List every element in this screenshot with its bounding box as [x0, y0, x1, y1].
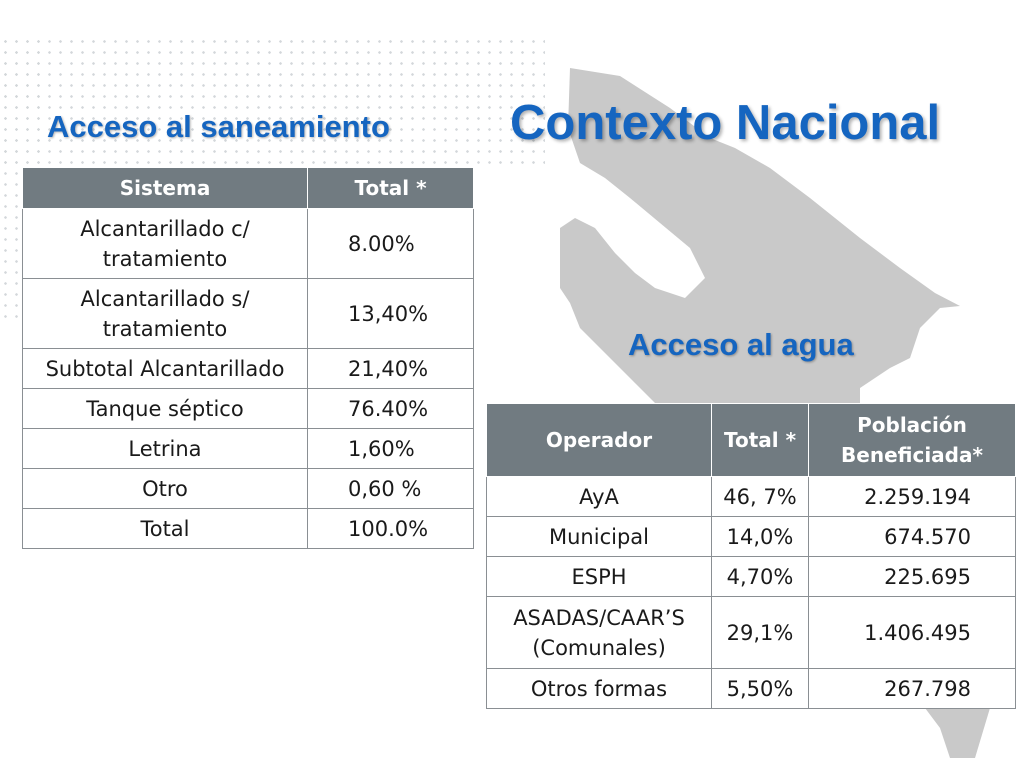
cell-poblacion: 1.406.495: [808, 596, 1016, 669]
cell-total: 100.0%: [307, 508, 474, 549]
column-header-sistema: Sistema: [22, 167, 308, 209]
cell-operador: Municipal: [486, 516, 712, 557]
cell-sistema: Subtotal Alcantarillado: [22, 348, 308, 389]
cell-total: 14,0%: [711, 516, 809, 557]
column-header-total: Total *: [307, 167, 474, 209]
cell-poblacion: 674.570: [808, 516, 1016, 557]
cell-poblacion: 2.259.194: [808, 476, 1016, 517]
cell-sistema: Letrina: [22, 428, 308, 469]
page-title: Contexto Nacional: [510, 96, 941, 150]
dot-pattern-decoration: [0, 36, 545, 166]
cell-sistema: Alcantarillado s/ tratamiento: [22, 278, 308, 349]
cell-total: 13,40%: [307, 278, 474, 349]
water-heading: Acceso al agua: [628, 327, 854, 362]
table-row: Subtotal Alcantarillado 21,40%: [22, 348, 474, 389]
cell-total: 76.40%: [307, 388, 474, 429]
cell-sistema: Total: [22, 508, 308, 549]
cell-poblacion: 267.798: [808, 668, 1016, 709]
column-header-poblacion: Población Beneficiada*: [808, 403, 1016, 477]
cell-operador: AyA: [486, 476, 712, 517]
cell-operador: Otros formas: [486, 668, 712, 709]
table-row: Letrina 1,60%: [22, 428, 474, 469]
column-header-operador: Operador: [486, 403, 712, 477]
table-row: Alcantarillado c/ tratamiento 8.00%: [22, 208, 474, 279]
cell-operador: ASADAS/CAAR’S (Comunales): [486, 596, 712, 669]
cell-total: 29,1%: [711, 596, 809, 669]
cell-sistema: Alcantarillado c/ tratamiento: [22, 208, 308, 279]
cell-poblacion: 225.695: [808, 556, 1016, 597]
table-row: AyA 46, 7% 2.259.194: [486, 476, 1016, 517]
table-header-row: Operador Total * Población Beneficiada*: [486, 403, 1016, 477]
table-row: ASADAS/CAAR’S (Comunales) 29,1% 1.406.49…: [486, 596, 1016, 669]
water-table: Operador Total * Población Beneficiada* …: [486, 403, 1016, 709]
table-row: Tanque séptico 76.40%: [22, 388, 474, 429]
cell-total: 21,40%: [307, 348, 474, 389]
cell-total: 4,70%: [711, 556, 809, 597]
cell-total: 46, 7%: [711, 476, 809, 517]
cell-total: 0,60 %: [307, 468, 474, 509]
cell-total: 1,60%: [307, 428, 474, 469]
table-row: Municipal 14,0% 674.570: [486, 516, 1016, 557]
cell-sistema: Otro: [22, 468, 308, 509]
table-row: Alcantarillado s/ tratamiento 13,40%: [22, 278, 474, 349]
table-row: ESPH 4,70% 225.695: [486, 556, 1016, 597]
table-row: Total 100.0%: [22, 508, 474, 549]
cell-operador: ESPH: [486, 556, 712, 597]
table-row: Otros formas 5,50% 267.798: [486, 668, 1016, 709]
table-row: Otro 0,60 %: [22, 468, 474, 509]
cell-total: 5,50%: [711, 668, 809, 709]
column-header-total: Total *: [711, 403, 809, 477]
table-header-row: Sistema Total *: [22, 167, 474, 209]
sanitation-table: Sistema Total * Alcantarillado c/ tratam…: [22, 167, 474, 549]
cell-total: 8.00%: [307, 208, 474, 279]
cell-sistema: Tanque séptico: [22, 388, 308, 429]
sanitation-heading: Acceso al saneamiento: [47, 109, 390, 144]
